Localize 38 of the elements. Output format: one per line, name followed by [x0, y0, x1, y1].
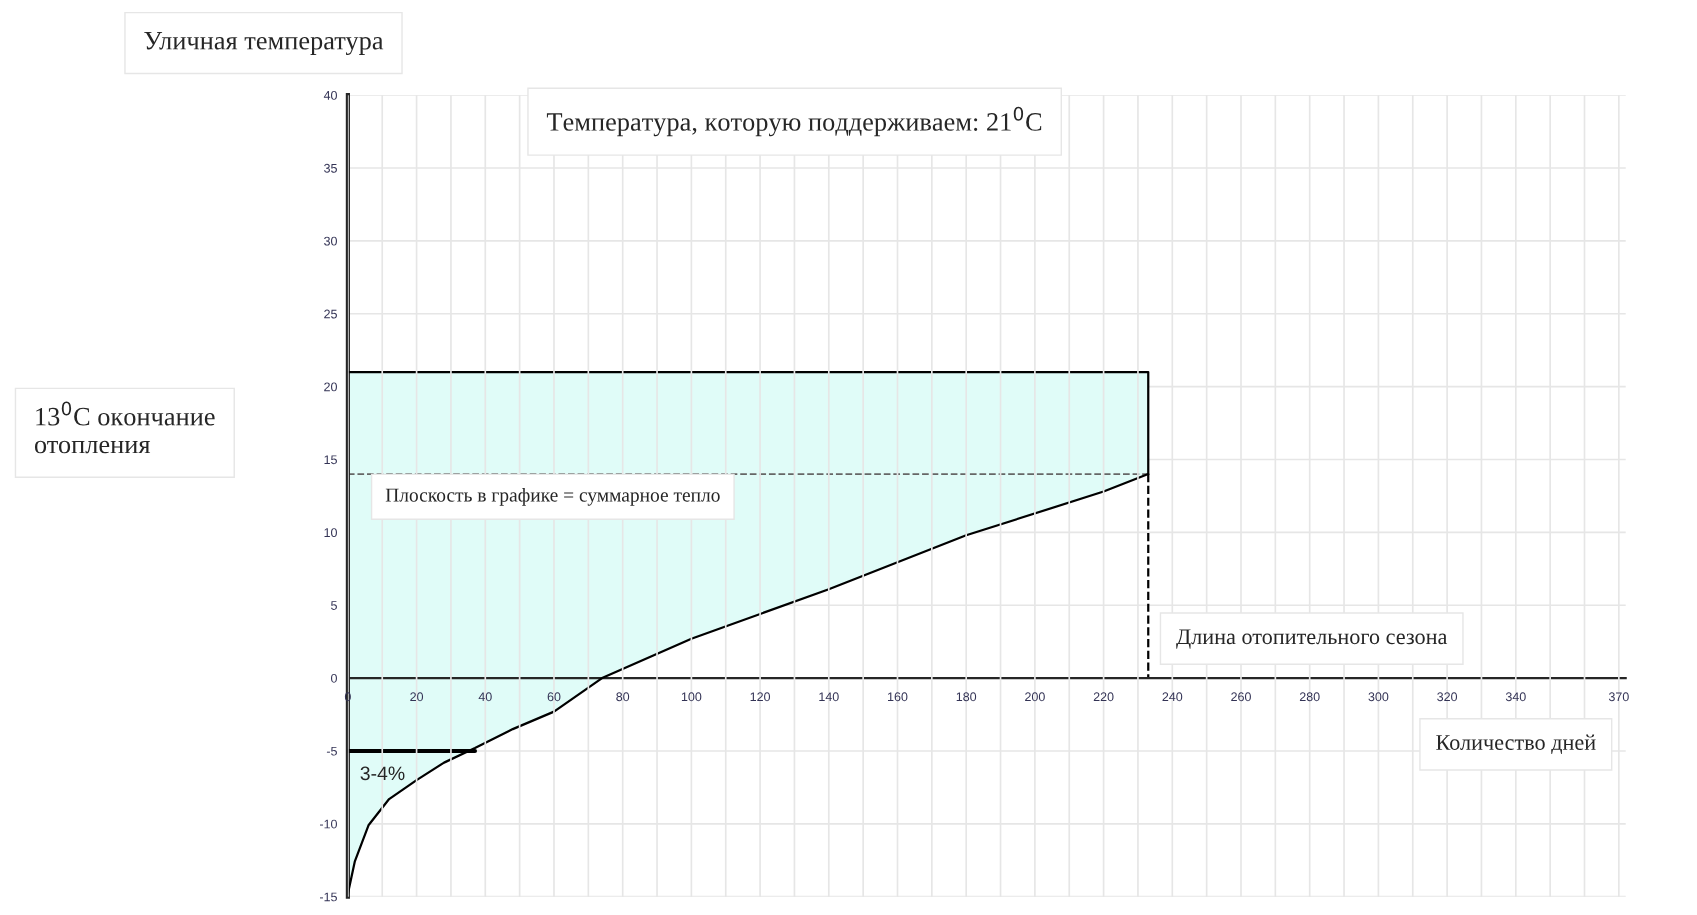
x-tick-label: 320 — [1437, 692, 1458, 702]
annotation: Длина отопительного сезона — [1176, 629, 1448, 649]
y-axis-title: Уличная температура — [144, 32, 384, 56]
y-tick-label: 40 — [323, 90, 337, 100]
x-tick-label: 240 — [1162, 692, 1183, 702]
y-tick-label: 5 — [331, 601, 337, 610]
x-tick-label: 160 — [888, 692, 908, 702]
x-tick-label: 20 — [410, 692, 424, 702]
x-tick-label: 220 — [1093, 692, 1114, 702]
x-tick-label: 260 — [1231, 692, 1251, 702]
y-tick-label: -5 — [326, 746, 337, 756]
x-tick-label: 120 — [750, 692, 771, 702]
y-tick-label: -15 — [319, 892, 337, 902]
annotation: 3-4% — [360, 766, 405, 781]
x-tick-label: 370 — [1608, 692, 1629, 702]
y-tick-label: 30 — [324, 236, 337, 246]
x-tick-label: 280 — [1299, 692, 1320, 702]
y-tick-label: 0 — [331, 673, 337, 683]
x-axis-title: Количество дней — [1436, 734, 1596, 755]
annotation: Плоскость в графике = суммарное тепло — [385, 488, 720, 506]
x-tick-label: 100 — [681, 692, 702, 702]
y-tick-label: 15 — [324, 455, 337, 465]
x-tick-label: 300 — [1368, 692, 1389, 702]
y-tick-label: 25 — [324, 309, 337, 319]
y-tick-label: 20 — [324, 382, 337, 392]
y-tick-label: 35 — [324, 163, 337, 173]
x-tick-label: 200 — [1025, 692, 1045, 702]
x-tick-label: 40 — [478, 692, 492, 702]
x-tick-label: 140 — [819, 692, 839, 702]
x-tick-label: 60 — [547, 692, 561, 702]
text: 13$^{0}$C окончание отопления — [34, 401, 215, 454]
x-tick-label: 80 — [616, 692, 630, 702]
annotation: Температура, которую поддерживаем: 21$^{0}$C — [546, 106, 1042, 137]
x-tick-label: 340 — [1505, 692, 1526, 702]
y-tick-label: 10 — [324, 528, 337, 538]
x-tick-label: 180 — [956, 692, 977, 702]
y-tick-label: -10 — [319, 819, 337, 829]
x-tick-label: 0 — [344, 692, 351, 702]
